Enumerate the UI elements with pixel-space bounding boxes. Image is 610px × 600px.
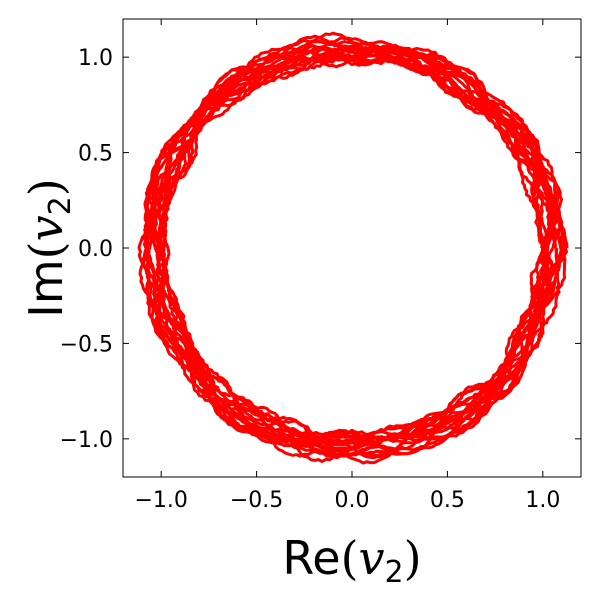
orbit-trace [137,46,561,445]
x-tick-label: 0.0 [335,488,370,513]
orbit-trace [150,53,563,458]
ticks-layer: −1.0 −0.5 0.0 0.5 1.0 −1.0 −0.5 0.0 0.5 1.0 [60,19,581,513]
x-tick-label: −1.0 [134,488,187,513]
plot-frame [122,18,582,478]
x-tick-label: 0.5 [430,488,465,513]
y-tick-label: 0.5 [78,142,113,167]
series-layer [137,31,569,465]
y-tick-label: 0.0 [78,237,113,262]
y-tick-label: 1.0 [78,46,113,71]
y-tick-label: −0.5 [60,332,113,357]
y-tick-label: −1.0 [60,428,113,453]
y-axis-label: Im(v2) [19,178,78,317]
x-tick-label: 1.0 [525,488,560,513]
orbit-trace [143,39,563,446]
x-axis-label: Re(v2) [282,531,421,590]
orbit-trace [142,47,551,456]
x-tick-label: −0.5 [230,488,283,513]
